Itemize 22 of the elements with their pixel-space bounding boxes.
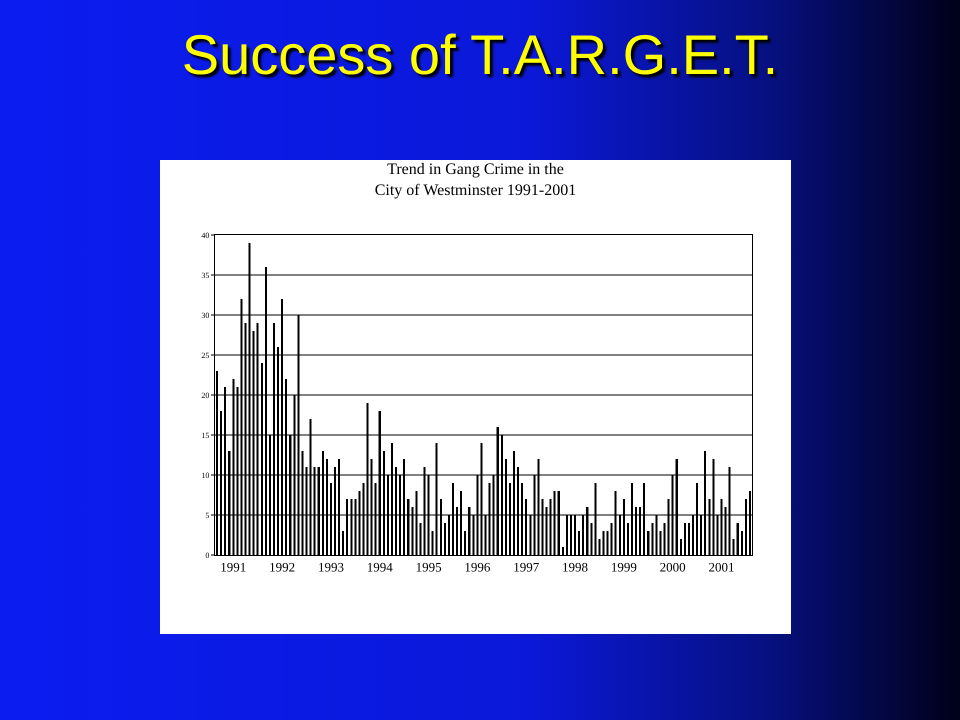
y-tick-label: 5 (205, 510, 210, 520)
x-tick-label: 2000 (660, 560, 686, 575)
x-tick-label: 1997 (513, 560, 540, 575)
y-tick-label: 0 (205, 550, 210, 560)
x-tick-label: 1993 (318, 560, 344, 575)
x-tick-label: 1998 (562, 560, 588, 575)
x-tick-label: 1994 (366, 560, 394, 575)
x-tick-label: 1995 (416, 560, 442, 575)
y-tick-label: 15 (201, 430, 210, 440)
chart-subtitle: Trend in Gang Crime in the City of Westminster 1991-2001 (374, 161, 576, 200)
x-tick-label: 1992 (269, 560, 296, 575)
chart-title: Success of T.A.R.G.E.T. (180, 22, 780, 87)
x-tick-label: 1996 (464, 560, 491, 575)
x-tick-label: 1991 (220, 560, 246, 575)
y-tick-label: 20 (201, 390, 210, 400)
y-tick-label: 25 (201, 350, 210, 360)
y-tick-label: 40 (201, 230, 210, 240)
y-tick-label: 30 (201, 310, 210, 320)
y-tick-label: 35 (201, 270, 210, 280)
x-tick-label: 2001 (708, 560, 734, 575)
x-tick-label: 1999 (610, 560, 637, 575)
y-tick-label: 10 (201, 470, 210, 480)
